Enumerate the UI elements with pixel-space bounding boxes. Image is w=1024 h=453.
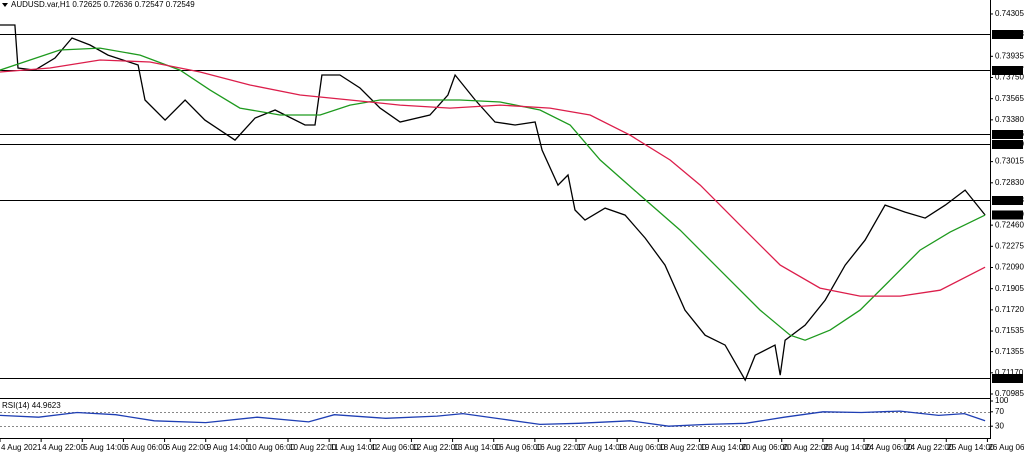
level-label: 0.74128 <box>995 30 1024 39</box>
last-price-label: 0.72549 <box>995 210 1024 219</box>
level-label: 0.73170 <box>995 140 1024 149</box>
y-tick-label: 0.72460 <box>995 220 1024 229</box>
x-tick-label: 18 Aug 22:00 <box>659 443 707 452</box>
y-tick-label: 0.71905 <box>995 284 1024 293</box>
y-tick-label: 0.73380 <box>995 115 1024 124</box>
y-tick-label: 0.71170 <box>995 368 1024 377</box>
x-tick-label: 26 Aug 06:00 <box>988 443 1024 452</box>
x-tick-label: 6 Aug 22:00 <box>166 443 209 452</box>
y-tick-label: 0.74305 <box>995 9 1024 18</box>
x-tick-label: 17 Aug 14:00 <box>577 443 625 452</box>
x-tick-label: 12 Aug 22:00 <box>412 443 460 452</box>
x-tick-label: 24 Aug 22:00 <box>906 443 954 452</box>
x-tick-label: 4 Aug 22:00 <box>42 443 85 452</box>
menu-arrow[interactable] <box>2 3 8 7</box>
y-tick-label: 0.71720 <box>995 305 1024 314</box>
x-tick-label: 25 Aug 14:00 <box>947 443 995 452</box>
level-label-box <box>992 374 1023 383</box>
y-tick-label: 0.73015 <box>995 157 1024 166</box>
series-line <box>0 410 986 427</box>
y-tick-label: 0.73935 <box>995 51 1024 60</box>
x-tick-label: 23 Aug 14:00 <box>824 443 872 452</box>
series-line <box>0 24 986 382</box>
y-tick-label: 0.72090 <box>995 263 1024 272</box>
x-tick-label: 20 Aug 22:00 <box>783 443 831 452</box>
y-tick-label: 0.72830 <box>995 178 1024 187</box>
level-label: 0.71121 <box>995 374 1024 383</box>
y-tick-label: 0.71355 <box>995 347 1024 356</box>
y-tick-label: 0.71535 <box>995 326 1024 335</box>
x-tick-label: 11 Aug 14:00 <box>330 443 377 452</box>
x-tick-label: 24 Aug 06:00 <box>865 443 913 452</box>
level-label-box <box>992 196 1023 205</box>
y-tick-label: 100 <box>995 396 1009 405</box>
x-tick-label: 9 Aug 14:00 <box>207 443 250 452</box>
y-tick-label: 0.72275 <box>995 241 1024 250</box>
series-line <box>0 59 986 297</box>
level-label-box <box>992 130 1023 139</box>
x-tick-label: 19 Aug 14:00 <box>700 443 748 452</box>
level-label-box <box>992 140 1023 149</box>
level-label: 0.72678 <box>995 196 1024 205</box>
last-price-box <box>992 210 1023 220</box>
x-tick-label: 5 Aug 14:00 <box>83 443 126 452</box>
level-label: 0.73256 <box>995 130 1024 139</box>
chart-title: AUDUSD.var,H1 0.72625 0.72636 0.72547 0.… <box>11 0 195 9</box>
y-tick-label: 70 <box>995 407 1004 416</box>
x-tick-label: 13 Aug 14:00 <box>454 443 502 452</box>
x-tick-label: 10 Aug 22:00 <box>289 443 337 452</box>
y-tick-label: 0.73565 <box>995 94 1024 103</box>
x-tick-label: 4 Aug 2021 <box>1 443 42 452</box>
x-tick-label: 6 Aug 06:00 <box>124 443 167 452</box>
x-tick-label: 18 Aug 06:00 <box>618 443 666 452</box>
y-tick-label: 0.73750 <box>995 73 1024 82</box>
level-label-box <box>992 66 1023 75</box>
x-tick-label: 16 Aug 22:00 <box>536 443 584 452</box>
y-tick-label: 0.70985 <box>995 389 1024 398</box>
x-tick-label: 10 Aug 06:00 <box>248 443 296 452</box>
level-label: 0.73817 <box>995 66 1024 75</box>
y-tick-label: 30 <box>995 421 1004 430</box>
indicator-title: RSI(14) 44.9623 <box>2 401 61 410</box>
x-tick-label: 12 Aug 06:00 <box>371 443 419 452</box>
x-tick-label: 16 Aug 06:00 <box>495 443 543 452</box>
level-label-box <box>992 30 1023 39</box>
x-tick-label: 20 Aug 06:00 <box>742 443 790 452</box>
